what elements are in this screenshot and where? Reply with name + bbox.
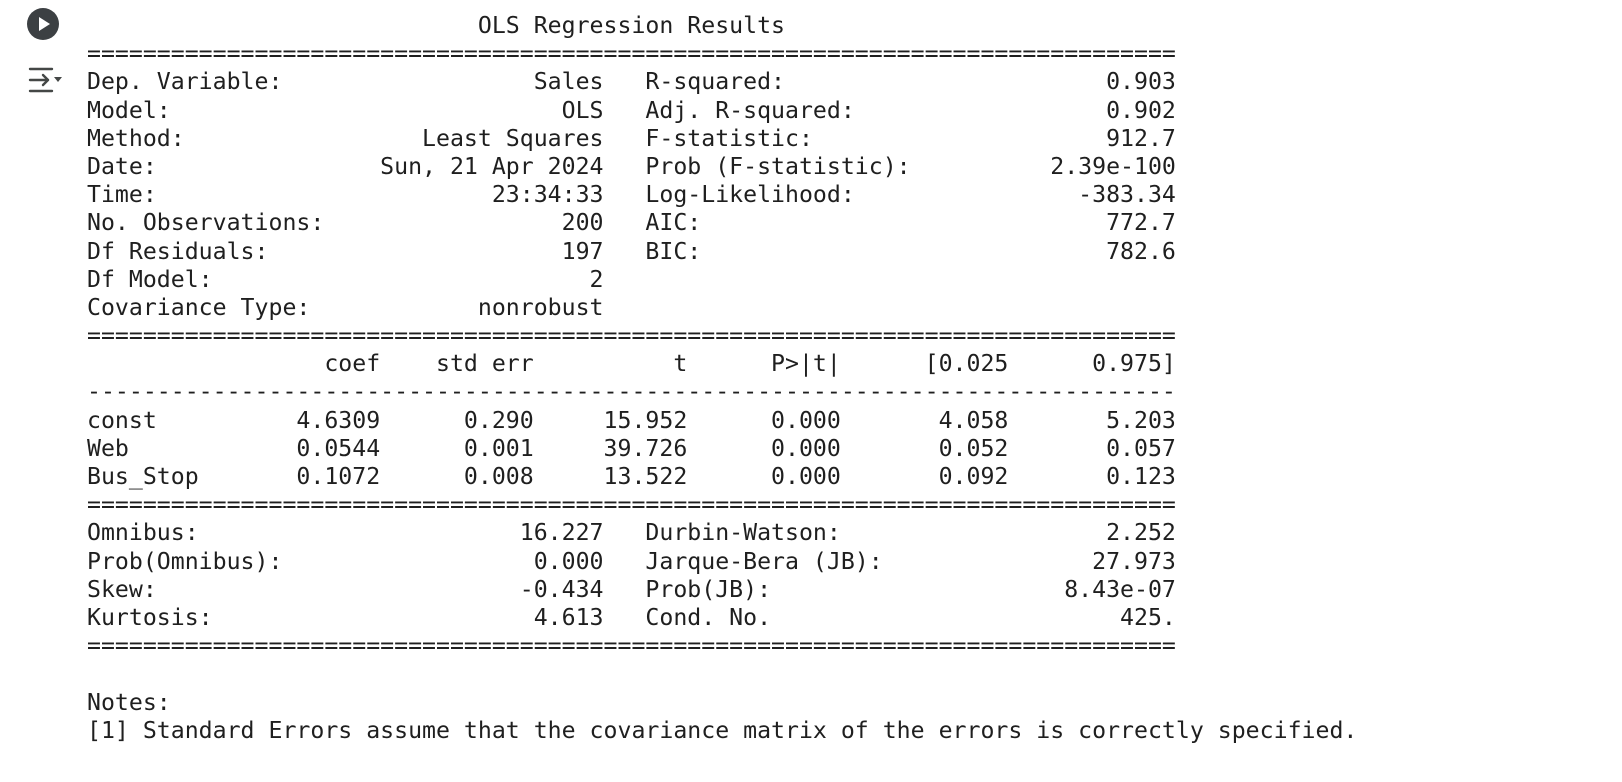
summary-row: Model: OLS Adj. R-squared: 0.902 xyxy=(87,96,1176,124)
summary-row: Dep. Variable: Sales R-squared: 0.903 xyxy=(87,68,1176,96)
output-collapse-icon xyxy=(28,67,62,93)
output-title: OLS Regression Results xyxy=(87,12,1176,39)
summary-row: No. Observations: 200 AIC: 772.7 xyxy=(87,209,1176,237)
cell-gutter xyxy=(0,0,80,782)
summary-row: Time: 23:34:33 Log-Likelihood: -383.34 xyxy=(87,181,1176,209)
coef-table-row: Bus_Stop 0.1072 0.008 13.522 0.000 0.092… xyxy=(87,463,1176,490)
output-actions-button[interactable] xyxy=(28,64,64,96)
separator-line: ========================================… xyxy=(87,491,1176,519)
coef-table-row: Web 0.0544 0.001 39.726 0.000 0.052 0.05… xyxy=(87,434,1176,462)
summary-row: Df Residuals: 197 BIC: 782.6 xyxy=(87,237,1176,265)
summary-row: Date: Sun, 21 Apr 2024 Prob (F-statistic… xyxy=(87,152,1176,180)
coef-table-header: coef std err t P>|t| [0.025 0.975] xyxy=(87,350,1176,378)
notes-heading: Notes: xyxy=(87,688,171,716)
diagnostic-row: Kurtosis: 4.613 Cond. No. 425. xyxy=(87,603,1176,631)
notes-text: [1] Standard Errors assume that the cova… xyxy=(87,716,1358,744)
play-icon xyxy=(39,17,50,31)
summary-row: Df Model: 2 xyxy=(87,265,1176,293)
summary-row: Method: Least Squares F-statistic: 912.7 xyxy=(87,124,1176,152)
separator-line: ========================================… xyxy=(87,40,1176,68)
separator-line: ----------------------------------------… xyxy=(87,378,1176,406)
summary-row: Covariance Type: nonrobust xyxy=(87,293,1176,321)
diagnostic-row: Prob(Omnibus): 0.000 Jarque-Bera (JB): 2… xyxy=(87,547,1176,575)
run-cell-button[interactable] xyxy=(27,8,59,40)
coef-table-row: const 4.6309 0.290 15.952 0.000 4.058 5.… xyxy=(87,406,1176,434)
blank-line xyxy=(87,660,1357,688)
diagnostic-row: Omnibus: 16.227 Durbin-Watson: 2.252 xyxy=(87,519,1176,547)
separator-line: ========================================… xyxy=(87,632,1176,660)
diagnostic-row: Skew: -0.434 Prob(JB): 8.43e-07 xyxy=(87,575,1176,603)
cell-output: OLS Regression Results =================… xyxy=(87,12,1357,745)
separator-line: ========================================… xyxy=(87,322,1176,350)
